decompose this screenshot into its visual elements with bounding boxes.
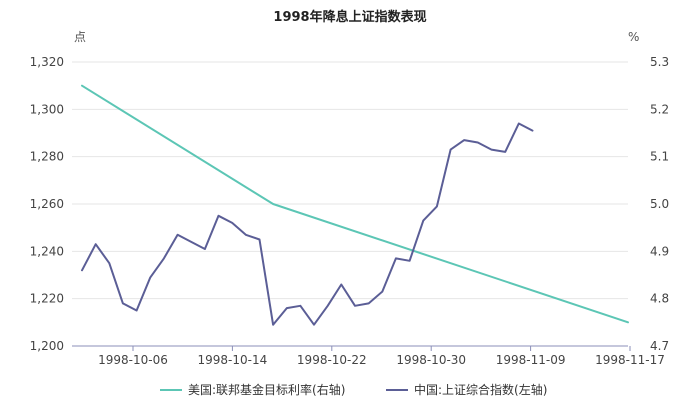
legend-label: 中国:上证综合指数(左轴) [414,382,547,397]
right-axis-ticks: 4.7 4.8 4.9 5.0 5.1 5.2 5.3 [650,55,669,353]
right-tick-label: 4.8 [650,292,669,306]
x-tick-label: 1998-11-09 [496,353,566,367]
left-tick-label: 1,220 [30,292,64,306]
series-layer [81,84,629,326]
left-tick-label: 1,280 [30,150,64,164]
x-tick-label: 1998-10-14 [198,353,268,367]
series-line-sse-index [81,122,534,326]
x-tick-label: 1998-10-06 [98,353,168,367]
legend-label: 美国:联邦基金目标利率(右轴) [188,382,345,397]
x-tick-label: 1998-10-30 [396,353,466,367]
right-tick-label: 5.2 [650,102,669,116]
left-tick-label: 1,300 [30,102,64,116]
right-tick-label: 4.9 [650,244,669,258]
left-tick-label: 1,260 [30,197,64,211]
x-axis-ticks: 1998-10-06 1998-10-14 1998-10-22 1998-10-30… [98,346,665,367]
x-tick-label: 1998-10-22 [297,353,367,367]
left-tick-label: 1,320 [30,55,64,69]
left-tick-label: 1,200 [30,339,64,353]
right-axis-unit: % [628,30,639,44]
x-tick-label: 1998-11-17 [595,353,665,367]
right-tick-label: 5.1 [650,150,669,164]
gridlines [72,61,628,300]
left-tick-label: 1,240 [30,244,64,258]
left-axis-ticks: 1,200 1,220 1,240 1,260 1,280 1,300 1,320 [30,55,64,353]
right-tick-label: 5.3 [650,55,669,69]
chart-title: 1998年降息上证指数表现 [273,9,426,25]
series-line-fed-rate [81,84,629,324]
right-tick-label: 4.7 [650,339,669,353]
legend: 美国:联邦基金目标利率(右轴) 中国:上证综合指数(左轴) [160,382,547,397]
left-axis-unit: 点 [74,30,86,44]
right-tick-label: 5.0 [650,197,669,211]
